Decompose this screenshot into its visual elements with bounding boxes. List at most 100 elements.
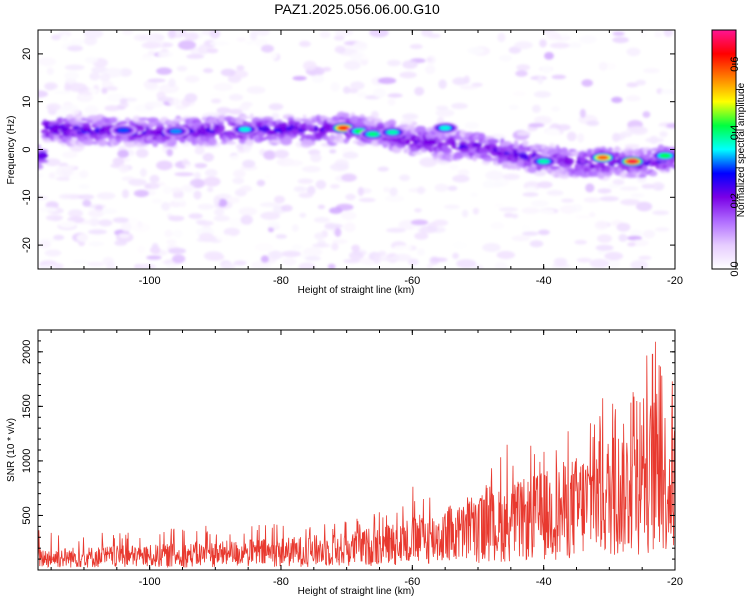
heatmap-cell <box>268 103 284 111</box>
heatmap-cell <box>291 244 303 250</box>
heatmap-cell <box>119 98 128 104</box>
heatmap-cell <box>204 122 212 127</box>
heatmap-cell <box>594 220 609 230</box>
heatmap-cell <box>432 219 449 227</box>
heatmap-cell <box>291 224 299 232</box>
heatmap-cell <box>301 165 321 173</box>
heatmap-cell <box>493 203 505 208</box>
heatmap-cell <box>612 31 625 36</box>
heatmap-cell <box>511 213 519 219</box>
heatmap-cell <box>268 226 274 233</box>
heatmap-cell <box>334 227 342 237</box>
heatmap-cell <box>401 137 406 143</box>
heatmap-cell <box>472 207 479 215</box>
heatmap-cell <box>649 135 659 145</box>
heatmap-cell <box>38 159 49 164</box>
heatmap-cell <box>563 157 575 166</box>
heatmap-cell <box>534 115 552 125</box>
heatmap-cell <box>38 151 48 159</box>
heatmap-cell <box>638 255 652 260</box>
heatmap-cell <box>330 184 340 189</box>
heatmap-cell <box>124 117 131 122</box>
heatmap-cell <box>611 96 623 103</box>
heatmap-cell <box>425 64 436 75</box>
heatmap-cell <box>339 137 344 144</box>
heatmap-cell <box>151 198 163 204</box>
heatmap-cell <box>228 108 243 115</box>
heatmap-cell <box>443 204 460 210</box>
heatmap-hotspot <box>537 159 550 164</box>
heatmap-cell <box>529 240 544 248</box>
heatmap-cell <box>137 33 158 41</box>
heatmap-cell <box>104 105 120 112</box>
heatmap-cell <box>51 34 61 41</box>
heatmap-cell <box>213 208 225 216</box>
heatmap-cell <box>342 151 359 159</box>
heatmap-cell <box>210 98 222 104</box>
heatmap-cell <box>442 147 452 155</box>
heatmap-cell <box>630 260 648 269</box>
heatmap-cell <box>76 93 93 102</box>
heatmap-cell <box>414 86 425 96</box>
heatmap-cell <box>181 184 195 192</box>
heatmap-cell <box>232 177 245 184</box>
heatmap-cell <box>579 35 597 44</box>
spectrogram-heatmap <box>38 30 675 269</box>
heatmap-cell <box>114 240 127 246</box>
heatmap-cell <box>45 214 64 221</box>
heatmap-cell <box>467 47 485 55</box>
heatmap-cell <box>233 169 246 178</box>
heatmap-cell <box>607 183 619 189</box>
heatmap-hotspot <box>439 125 452 131</box>
heatmap-cell <box>533 170 547 177</box>
heatmap-cell <box>403 148 408 154</box>
heatmap-cell <box>281 250 302 258</box>
heatmap-cell <box>414 232 429 240</box>
heatmap-cell <box>213 215 230 222</box>
heatmap-cell <box>226 141 237 145</box>
heatmap-cell <box>164 229 174 238</box>
colorbar-tick-label: 0.6 <box>729 56 741 71</box>
heatmap-cell <box>157 96 174 102</box>
heatmap-cell <box>422 109 434 115</box>
heatmap-cell <box>198 44 210 55</box>
heatmap-cell <box>259 202 279 207</box>
heatmap-cell <box>53 124 60 127</box>
x-tick-label: -20 <box>667 275 683 287</box>
heatmap-cell <box>202 152 214 162</box>
heatmap-cell <box>503 212 514 218</box>
y-tick-label: 1500 <box>21 394 33 418</box>
heatmap-cell <box>619 186 639 191</box>
heatmap-cell <box>260 255 269 263</box>
heatmap-cell <box>246 86 266 94</box>
y-tick-label: 20 <box>21 48 33 60</box>
heatmap-cell <box>146 255 162 260</box>
heatmap-cell <box>297 178 314 184</box>
heatmap-cell <box>261 116 274 122</box>
heatmap-cell <box>642 229 656 239</box>
heatmap-cell <box>588 212 596 218</box>
heatmap-cell <box>620 199 641 206</box>
heatmap-cell <box>333 35 345 41</box>
heatmap-cell <box>299 40 311 48</box>
heatmap-cell <box>410 219 429 226</box>
heatmap-cell <box>274 195 285 204</box>
heatmap-cell <box>236 65 245 71</box>
heatmap-cell <box>482 180 494 189</box>
heatmap-cell <box>553 257 568 266</box>
heatmap-cell <box>361 55 371 61</box>
heatmap-cell <box>310 153 322 163</box>
heatmap-cell <box>438 79 447 89</box>
heatmap-cell <box>117 149 130 158</box>
heatmap-cell <box>38 144 42 148</box>
heatmap-cell <box>112 157 125 166</box>
heatmap-cell <box>387 59 401 67</box>
heatmap-cell <box>64 64 85 71</box>
heatmap-cell <box>626 126 646 132</box>
snr-series-line <box>38 341 675 568</box>
heatmap-cell <box>387 98 396 106</box>
heatmap-cell <box>83 36 98 46</box>
heatmap-cell <box>87 261 104 267</box>
heatmap-cell <box>409 44 423 50</box>
heatmap-cell <box>665 167 671 173</box>
